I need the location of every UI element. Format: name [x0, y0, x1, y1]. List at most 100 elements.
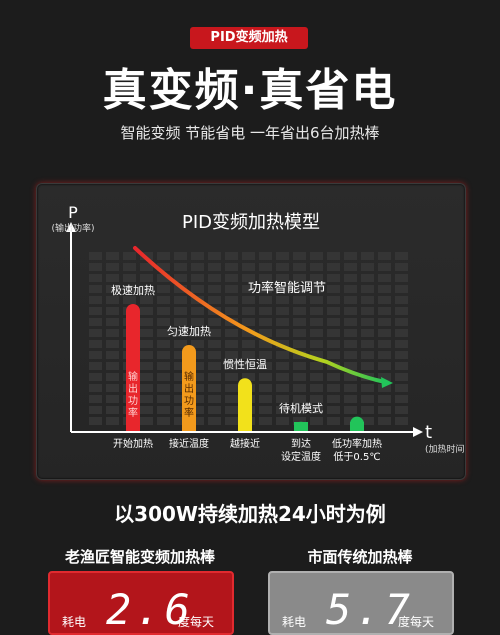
headline: 真变频·真省电	[102, 65, 398, 116]
y-axis-sublabel: (输出功率)	[51, 222, 94, 234]
grid-cell	[310, 329, 323, 337]
grid-cell	[174, 263, 187, 271]
grid-cell	[174, 329, 187, 337]
grid-cell	[242, 307, 255, 315]
grid-cell	[140, 296, 153, 304]
grid-cell	[259, 318, 272, 326]
grid-cell	[395, 252, 408, 260]
grid-cell	[327, 274, 340, 282]
x-tick-3-1: 设定温度	[281, 450, 321, 463]
y-axis-label: P	[68, 203, 78, 222]
grid-cell	[89, 362, 102, 370]
grid-cell	[242, 329, 255, 337]
y-axis-arrow	[66, 222, 76, 232]
bar-vertical-label-1-3: 率	[184, 406, 194, 419]
grid-cell	[327, 351, 340, 359]
grid-cell	[140, 263, 153, 271]
grid-cell	[276, 307, 289, 315]
x-tick-0-0: 开始加热	[113, 437, 153, 450]
grid-cell	[174, 406, 187, 414]
grid-cell	[344, 362, 357, 370]
grid-cell	[208, 373, 221, 381]
bar-label-1: 匀速加热	[167, 325, 211, 338]
grid-cell	[259, 351, 272, 359]
grid-cell	[174, 384, 187, 392]
grid-cell	[225, 395, 238, 403]
grid-cell	[225, 340, 238, 348]
grid-cell	[378, 395, 391, 403]
grid-cell	[259, 296, 272, 304]
grid-cell	[191, 263, 204, 271]
grid-cell	[89, 373, 102, 381]
grid-cell	[395, 296, 408, 304]
x-axis-sublabel: (加热时间)	[425, 443, 465, 455]
grid-cell	[89, 395, 102, 403]
grid-cell	[276, 362, 289, 370]
grid-cell	[259, 263, 272, 271]
grid-cell	[208, 417, 221, 425]
grid-cell	[225, 307, 238, 315]
grid-cell	[276, 351, 289, 359]
grid-cell	[327, 373, 340, 381]
grid-cell	[361, 329, 374, 337]
left-consumption-unit: 度每天	[178, 615, 215, 629]
grid-cell	[157, 417, 170, 425]
grid-cell	[242, 373, 255, 381]
grid-cell	[106, 362, 119, 370]
grid-cell	[395, 351, 408, 359]
grid-cell	[293, 252, 306, 260]
grid-cell	[157, 362, 170, 370]
bar-base-2	[238, 422, 252, 432]
grid-cell	[361, 263, 374, 271]
grid-cell	[174, 307, 187, 315]
grid-cell	[344, 373, 357, 381]
grid-cell	[208, 362, 221, 370]
grid-cell	[106, 373, 119, 381]
grid-cell	[378, 318, 391, 326]
grid-cell	[327, 285, 340, 293]
grid-cell	[310, 296, 323, 304]
grid-cell	[242, 296, 255, 304]
grid-cell	[344, 285, 357, 293]
grid-cell	[259, 252, 272, 260]
grid-cell	[225, 263, 238, 271]
grid-cell	[174, 340, 187, 348]
bar-label-0: 极速加热	[111, 283, 155, 297]
grid-cell	[395, 384, 408, 392]
grid-cell	[106, 318, 119, 326]
grid-cell	[106, 329, 119, 337]
grid-cell	[225, 285, 238, 293]
grid-cell	[174, 274, 187, 282]
grid-cell	[191, 417, 204, 425]
grid-cell	[344, 318, 357, 326]
grid-cell	[378, 285, 391, 293]
grid-cell	[293, 395, 306, 403]
grid-cell	[208, 252, 221, 260]
grid-cell	[191, 340, 204, 348]
grid-cell	[157, 263, 170, 271]
grid-cell	[89, 340, 102, 348]
grid-cell	[361, 362, 374, 370]
power-curve-arrow	[381, 377, 393, 388]
grid-cell	[106, 417, 119, 425]
grid-cell	[310, 263, 323, 271]
x-tick-4-0: 低功率加热	[332, 437, 382, 450]
right-consumption-card: 耗电 5.7 度每天	[268, 571, 454, 635]
grid-cell	[174, 373, 187, 381]
grid-cell	[310, 351, 323, 359]
grid-cell	[327, 329, 340, 337]
grid-cell	[225, 384, 238, 392]
bar-vertical-label-1-0: 输	[184, 370, 194, 383]
subheadline: 智能变频 节能省电 一年省出6台加热棒	[120, 124, 380, 142]
grid-cell	[310, 274, 323, 282]
grid-cell	[106, 252, 119, 260]
grid-cell	[310, 373, 323, 381]
grid-cell	[310, 384, 323, 392]
grid-cell	[123, 296, 136, 304]
grid-cell	[361, 340, 374, 348]
grid-cell	[395, 318, 408, 326]
grid-cell	[395, 340, 408, 348]
grid-cell	[157, 395, 170, 403]
grid-cell	[140, 307, 153, 315]
grid-cell	[157, 318, 170, 326]
